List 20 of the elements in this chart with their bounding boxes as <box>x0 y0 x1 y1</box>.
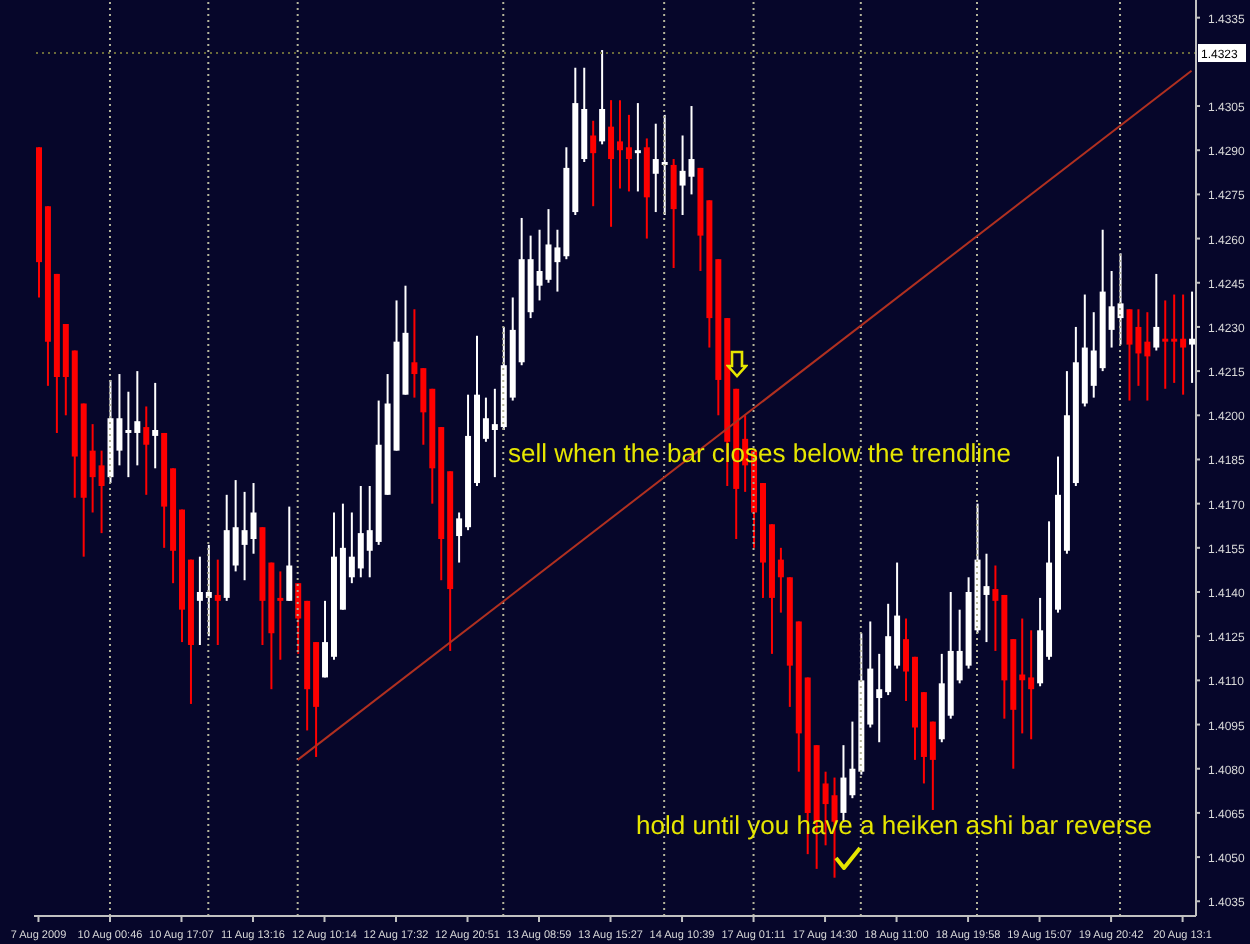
candlestick <box>688 105 695 196</box>
candlestick <box>1126 308 1133 402</box>
candlestick <box>634 102 641 193</box>
candlestick <box>625 113 632 193</box>
candlestick <box>98 449 105 535</box>
candlestick <box>286 505 293 602</box>
candlestick <box>983 552 990 644</box>
candlestick <box>214 558 221 647</box>
candlestick <box>1162 299 1169 390</box>
candlestick <box>599 49 606 146</box>
candlestick <box>1153 272 1160 352</box>
candlestick <box>152 381 159 470</box>
candlestick <box>250 482 257 555</box>
candlestick <box>670 158 677 270</box>
candlestick <box>545 208 552 284</box>
candlestick <box>143 405 150 496</box>
candlestick <box>590 119 597 208</box>
candlestick <box>1117 252 1124 346</box>
candlestick <box>205 543 212 638</box>
candlestick <box>608 99 615 228</box>
